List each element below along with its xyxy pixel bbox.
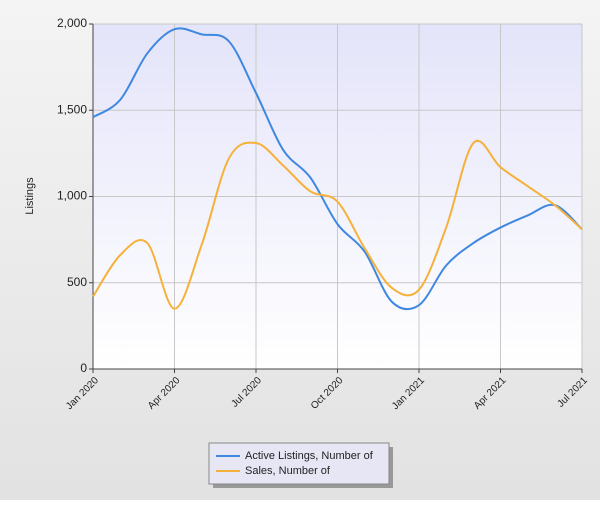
y-axis-label: Listings: [24, 177, 36, 215]
y-tick-label: 0: [80, 361, 87, 375]
legend: [208, 442, 390, 485]
line-series: [92, 139, 583, 310]
y-tick-label: 500: [67, 275, 87, 289]
y-tick-label: 2,000: [57, 16, 87, 30]
line-series: [92, 27, 583, 311]
y-tick-label: 1,500: [57, 102, 87, 116]
legend-label: Active Listings, Number of: [245, 450, 374, 462]
legend-label: Sales, Number of: [245, 465, 331, 477]
y-tick-label: 1,000: [57, 189, 87, 203]
